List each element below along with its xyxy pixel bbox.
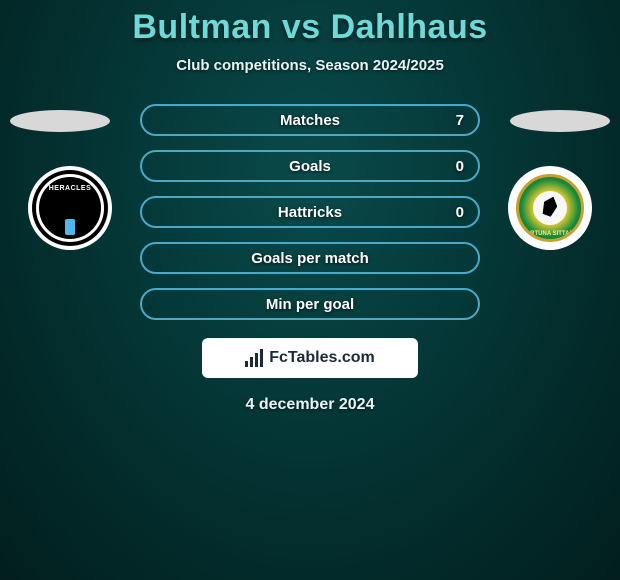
stat-label: Goals: [289, 158, 331, 175]
crest-right-label: FORTUNA SITTARD: [519, 231, 581, 237]
stat-label: Goals per match: [251, 250, 369, 267]
stat-row-goals: Goals 0: [140, 150, 480, 182]
stat-row-matches: Matches 7: [140, 104, 480, 136]
page-title: Bultman vs Dahlhaus: [0, 8, 620, 47]
attribution-badge: FcTables.com: [202, 338, 418, 378]
fortuna-crest-icon: FORTUNA SITTARD: [516, 174, 584, 242]
stat-row-hattricks: Hattricks 0: [140, 196, 480, 228]
club-crest-left: HERACLES: [28, 166, 112, 250]
header: Bultman vs Dahlhaus Club competitions, S…: [0, 0, 620, 74]
player-right-photo-placeholder: [510, 110, 610, 132]
stat-label: Matches: [280, 112, 340, 129]
stat-value: 0: [456, 158, 464, 175]
stat-label: Min per goal: [266, 296, 354, 313]
stat-value: 0: [456, 204, 464, 221]
date-label: 4 december 2024: [0, 396, 620, 414]
attribution-text: FcTables.com: [269, 349, 375, 367]
player-left-photo-placeholder: [10, 110, 110, 132]
club-crest-right: FORTUNA SITTARD: [508, 166, 592, 250]
stat-rows: Matches 7 Goals 0 Hattricks 0 Goals per …: [140, 104, 480, 320]
heracles-crest-icon: HERACLES: [36, 174, 104, 242]
stat-label: Hattricks: [278, 204, 342, 221]
page-subtitle: Club competitions, Season 2024/2025: [0, 57, 620, 74]
comparison-panel: HERACLES FORTUNA SITTARD Matches 7 Goals…: [0, 104, 620, 414]
bar-chart-icon: [245, 349, 263, 367]
stat-row-goals-per-match: Goals per match: [140, 242, 480, 274]
stat-row-min-per-goal: Min per goal: [140, 288, 480, 320]
crest-left-label: HERACLES: [39, 185, 101, 192]
stat-value: 7: [456, 112, 464, 129]
